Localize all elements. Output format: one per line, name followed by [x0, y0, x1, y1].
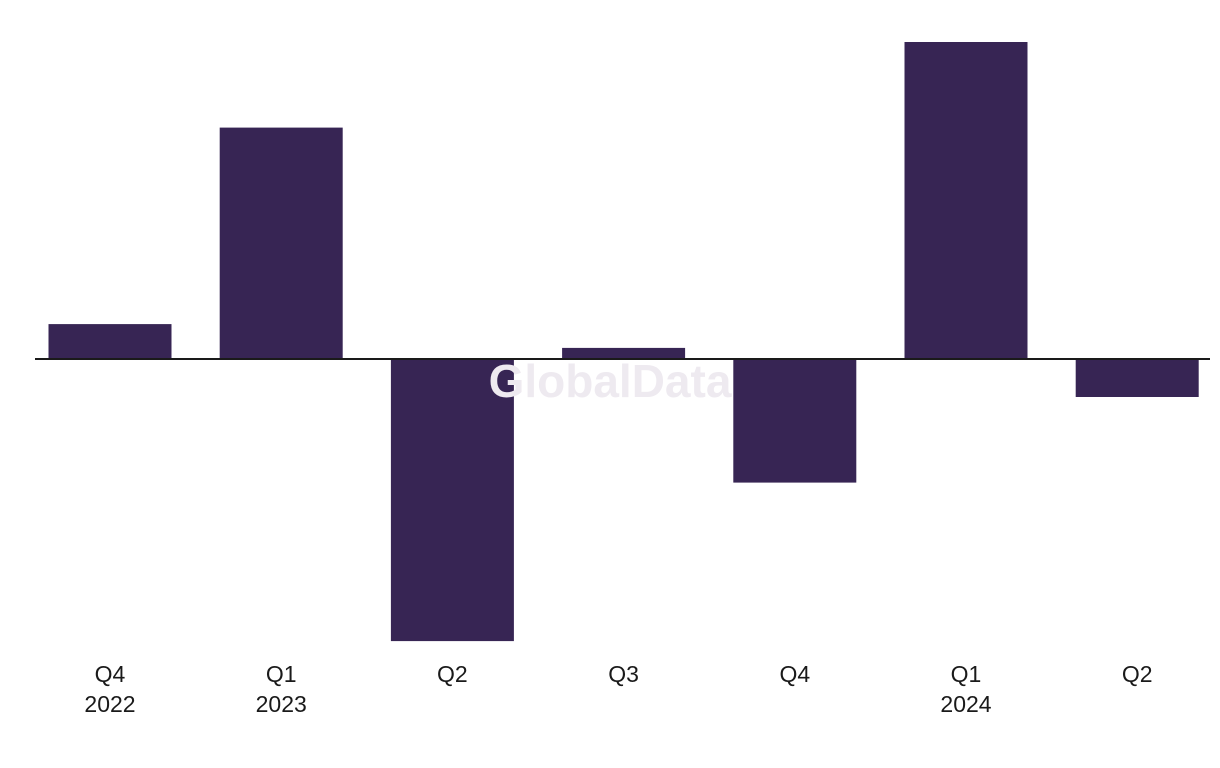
x-tick-label-year-5: 2024 [940, 691, 991, 717]
bar-1 [219, 127, 343, 359]
x-tick-label-quarter-4: Q4 [779, 661, 810, 687]
x-tick-label-quarter-1: Q1 [266, 661, 297, 687]
bar-4 [733, 359, 857, 483]
x-tick-label-year-0: 2022 [84, 691, 135, 717]
bar-3 [562, 347, 686, 359]
x-tick-label-quarter-2: Q2 [437, 661, 468, 687]
x-tick-label-quarter-5: Q1 [951, 661, 982, 687]
x-tick-label-quarter-6: Q2 [1122, 661, 1153, 687]
bar-0 [48, 324, 172, 359]
watermark-text: GlobalData [489, 355, 732, 407]
x-tick-label-year-1: 2023 [256, 691, 307, 717]
bars-layer [48, 42, 1199, 642]
x-axis-tick-labels: Q4 2022 Q1 2023 Q2 Q3 Q4 Q1 2024 Q2 [84, 661, 1152, 717]
x-tick-label-quarter-0: Q4 [95, 661, 126, 687]
bar-6 [1075, 359, 1199, 397]
bar-2 [390, 359, 514, 642]
bar-5 [904, 42, 1028, 359]
x-tick-label-quarter-3: Q3 [608, 661, 639, 687]
